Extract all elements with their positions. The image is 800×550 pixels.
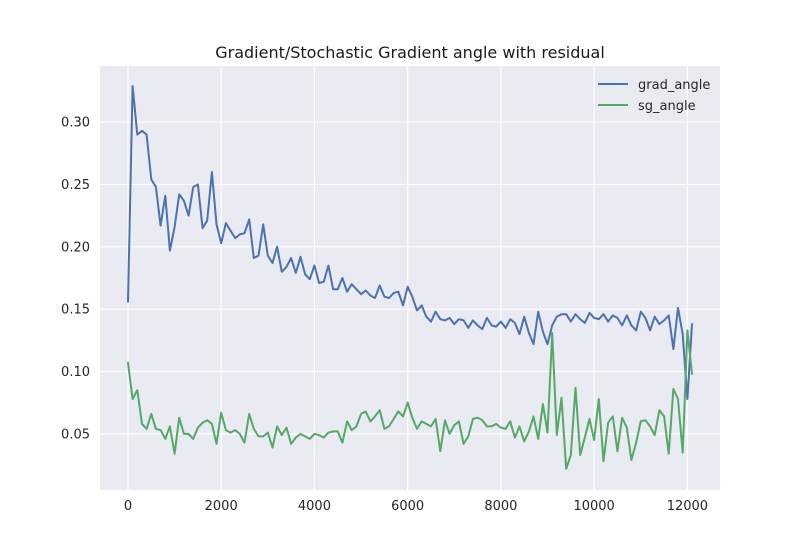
legend-label-sg-angle: sg_angle [638, 99, 696, 114]
x-tick-label: 6000 [391, 499, 424, 514]
legend-label-grad-angle: grad_angle [638, 78, 710, 93]
x-tick-label: 2000 [205, 499, 238, 514]
y-tick-label: 0.20 [61, 240, 90, 255]
y-tick-label: 0.10 [61, 365, 90, 380]
y-tick-label: 0.30 [61, 116, 90, 131]
y-tick-label: 0.05 [61, 427, 90, 442]
series-line-grad-angle [127, 85, 693, 400]
legend: grad_angle sg_angle [598, 78, 710, 114]
y-tick-label: 0.15 [61, 303, 90, 318]
plot-area [100, 66, 720, 490]
series-line-sg-angle [127, 329, 693, 470]
y-tick-label: 0.25 [61, 178, 90, 193]
gridlines [100, 66, 720, 490]
chart-title: Gradient/Stochastic Gradient angle with … [215, 43, 605, 62]
x-tick-label: 8000 [484, 499, 517, 514]
y-axis-ticks: 0.05 0.10 0.15 0.20 0.25 0.30 [61, 116, 90, 443]
series-lines [127, 85, 693, 470]
x-tick-label: 4000 [298, 499, 331, 514]
x-tick-label: 12000 [667, 499, 708, 514]
x-tick-label: 10000 [573, 499, 614, 514]
x-axis-ticks: 0 2000 4000 6000 8000 10000 12000 [124, 499, 708, 514]
x-tick-label: 0 [124, 499, 132, 514]
